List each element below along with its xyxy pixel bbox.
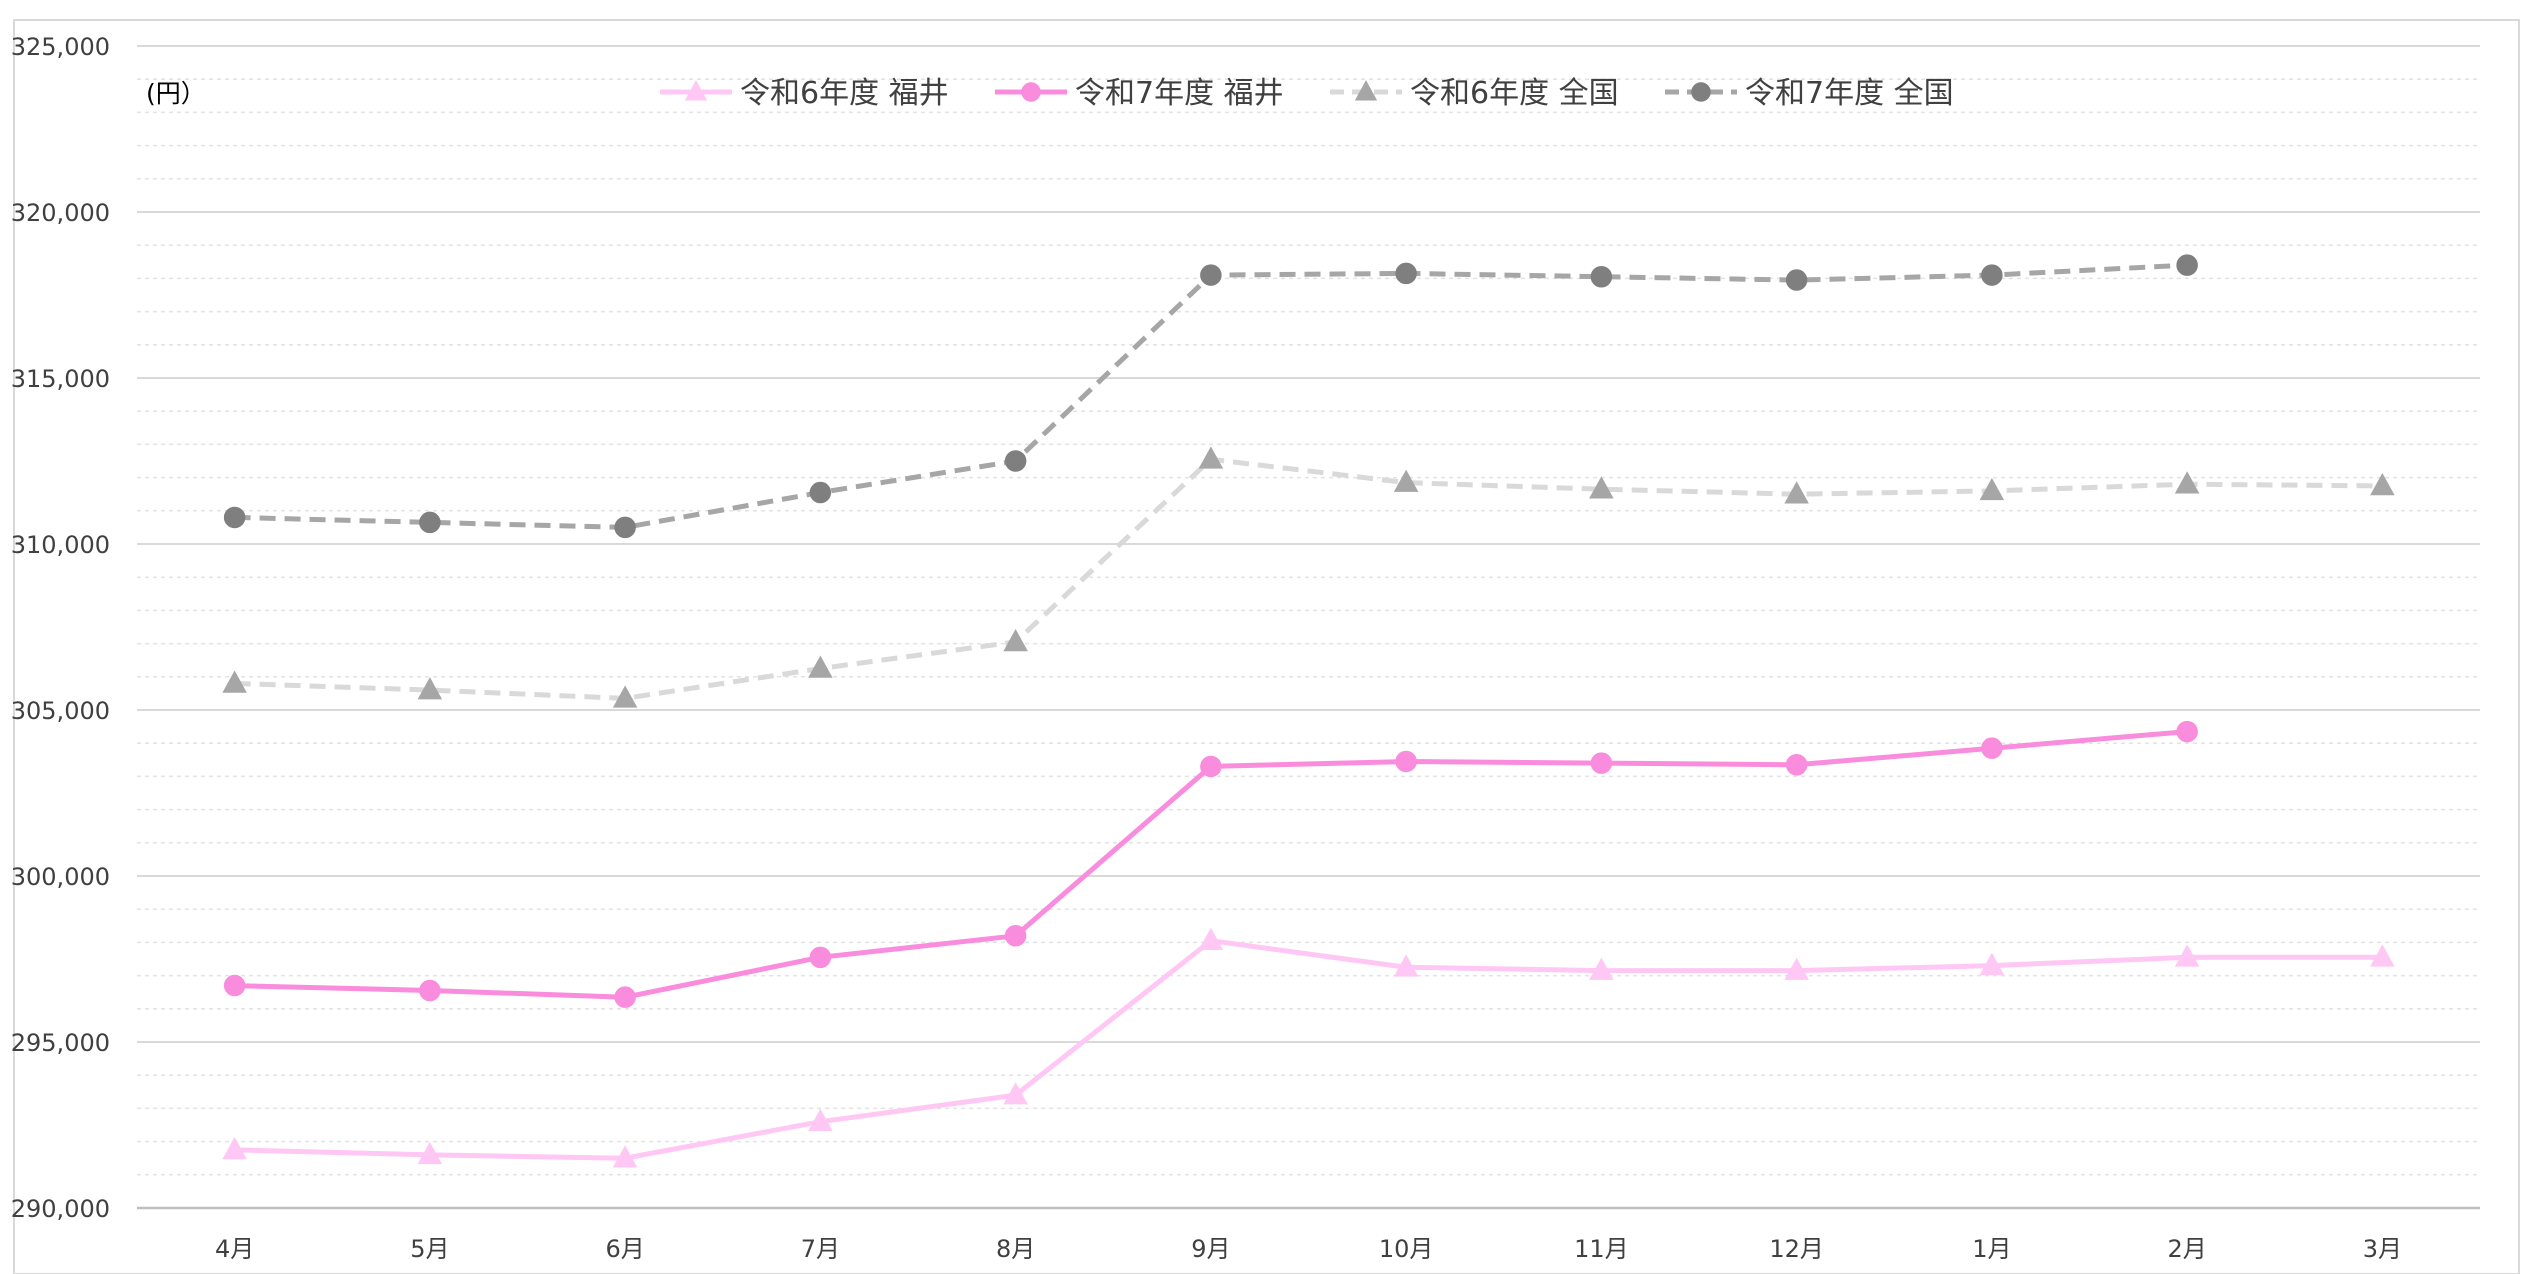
data-point-marker <box>614 516 636 539</box>
data-point-marker <box>419 511 441 534</box>
data-point-marker <box>1200 755 1222 778</box>
data-point-marker <box>808 655 833 678</box>
series-3 <box>222 446 2395 708</box>
data-point-marker <box>1784 957 1809 980</box>
x-tick-label: 12月 <box>1769 1235 1824 1263</box>
data-point-marker <box>1981 737 2003 759</box>
data-point-marker <box>1691 82 1711 102</box>
data-point-marker <box>1004 925 1027 947</box>
data-point-marker <box>1590 265 1613 288</box>
x-axis: 4月 5月 6月 7月 8月 9月 10月 11月 12月 1月 2月 3月 <box>215 1235 2402 1263</box>
data-point-marker <box>2176 254 2198 276</box>
data-point-marker <box>1981 264 2003 286</box>
data-point-marker <box>222 1136 247 1160</box>
data-point-marker <box>1590 752 1613 774</box>
data-point-marker <box>223 974 246 997</box>
x-tick-label: 4月 <box>215 1235 254 1263</box>
y-axis: 290,000 295,000 300,000 305,000 310,000 315,0… <box>11 33 110 1223</box>
legend-item-3: 令和6年度 全国 <box>1330 76 1619 111</box>
y-tick-label: 325,000 <box>11 33 110 61</box>
series-line <box>234 938 2383 1161</box>
data-point-marker <box>684 80 708 101</box>
data-point-marker <box>612 1145 638 1168</box>
legend-label: 令和6年度 福井 <box>740 76 949 111</box>
legend-item-2: 令和7年度 福井 <box>995 76 1284 111</box>
data-point-marker <box>1393 954 1419 977</box>
data-point-marker <box>1003 628 1028 652</box>
data-point-marker <box>223 506 246 529</box>
data-point-marker <box>1354 80 1378 101</box>
data-point-marker <box>417 1141 443 1165</box>
x-tick-label: 5月 <box>410 1235 449 1263</box>
data-point-marker <box>419 979 441 1002</box>
data-point-marker <box>417 677 443 700</box>
minor-gridlines <box>137 78 2480 1176</box>
x-tick-label: 6月 <box>605 1235 644 1263</box>
y-tick-label: 290,000 <box>11 1195 110 1223</box>
data-point-marker <box>1200 264 1222 286</box>
legend-label: 令和7年度 全国 <box>1745 76 1954 111</box>
data-point-marker <box>2370 944 2395 967</box>
series-4 <box>223 254 2198 539</box>
data-point-marker <box>1979 477 2005 501</box>
data-point-marker <box>1589 476 1614 499</box>
y-tick-label: 315,000 <box>11 365 110 393</box>
x-tick-label: 7月 <box>801 1235 840 1263</box>
series-1 <box>222 927 2395 1168</box>
series-2 <box>223 720 2198 1008</box>
data-point-marker <box>1395 262 1417 285</box>
data-point-marker <box>1979 952 2005 975</box>
y-tick-label: 300,000 <box>11 863 110 891</box>
y-tick-label: 320,000 <box>11 199 110 227</box>
data-point-marker <box>1198 446 1224 469</box>
y-tick-label: 310,000 <box>11 531 110 559</box>
data-point-marker <box>2174 471 2200 494</box>
data-point-marker <box>1784 481 1809 504</box>
x-tick-label: 9月 <box>1191 1235 1230 1263</box>
series-layer <box>222 254 2395 1168</box>
data-point-marker <box>2176 720 2198 743</box>
data-point-marker <box>1003 1082 1028 1105</box>
data-point-marker <box>2174 944 2200 967</box>
x-tick-label: 10月 <box>1379 1235 1434 1263</box>
data-point-marker <box>809 481 832 504</box>
data-point-marker <box>2370 472 2395 496</box>
x-tick-label: 2月 <box>2167 1235 2206 1263</box>
x-tick-label: 1月 <box>1972 1235 2011 1263</box>
x-tick-label: 3月 <box>2363 1235 2402 1263</box>
x-tick-label: 8月 <box>996 1235 1035 1263</box>
data-point-marker <box>808 1108 833 1131</box>
data-point-marker <box>1785 754 1808 776</box>
data-point-marker <box>1021 82 1041 102</box>
y-tick-label: 305,000 <box>11 697 110 725</box>
data-point-marker <box>809 946 832 969</box>
series-line <box>234 456 2383 701</box>
major-gridlines <box>137 45 2480 1210</box>
data-point-marker <box>1004 450 1027 472</box>
x-tick-label: 11月 <box>1574 1235 1629 1263</box>
data-point-marker <box>1393 469 1419 492</box>
legend-item-4: 令和7年度 全国 <box>1665 76 1954 111</box>
data-point-marker <box>614 986 636 1008</box>
legend: 令和6年度 福井 令和7年度 福井 令和6年度 全国 令和7年度 全国 <box>660 76 1954 111</box>
y-tick-label: 295,000 <box>11 1029 110 1057</box>
legend-label: 令和6年度 全国 <box>1410 76 1619 111</box>
data-point-marker <box>222 670 247 693</box>
plot-border <box>13 19 2520 1274</box>
unit-label: (円） <box>146 79 206 108</box>
data-point-marker <box>612 685 638 708</box>
legend-label: 令和7年度 福井 <box>1075 76 1284 111</box>
legend-item-1: 令和6年度 福井 <box>660 76 949 111</box>
data-point-marker <box>1785 269 1808 291</box>
data-point-marker <box>1589 957 1614 980</box>
data-point-marker <box>1198 927 1224 951</box>
data-point-marker <box>1395 750 1417 773</box>
